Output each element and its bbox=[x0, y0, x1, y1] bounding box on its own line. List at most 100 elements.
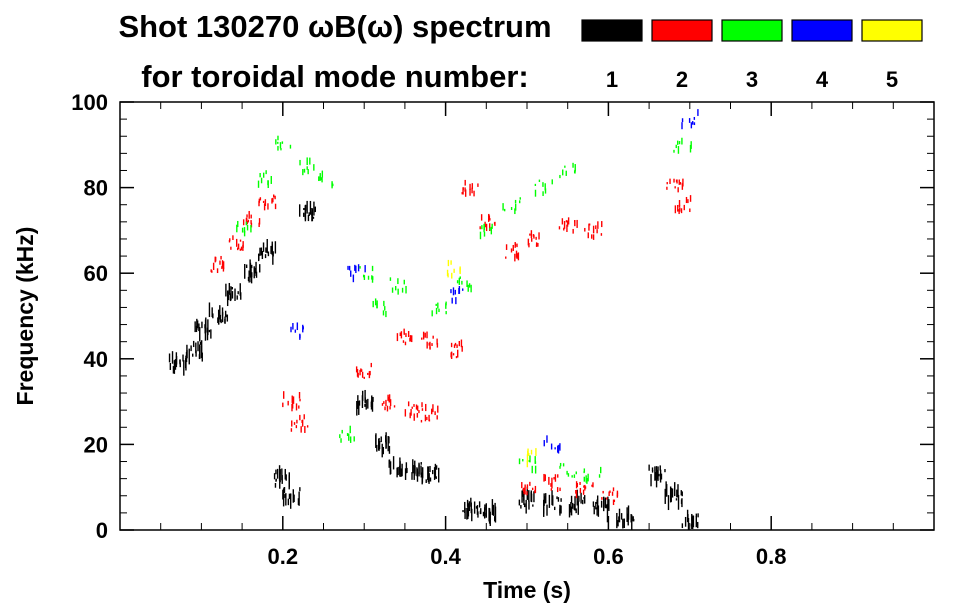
mode-1-mark bbox=[518, 486, 535, 514]
mode-1-mark bbox=[244, 259, 261, 284]
legend-swatch-1 bbox=[581, 19, 643, 42]
mode-1-mark bbox=[375, 432, 391, 458]
legend-swatch-4 bbox=[791, 19, 853, 42]
mode-2-mark bbox=[450, 339, 463, 359]
mode-2-mark bbox=[282, 391, 301, 412]
mode-1-mark bbox=[168, 351, 187, 376]
mode-2-mark bbox=[666, 178, 684, 193]
mode-2-mark bbox=[421, 331, 439, 350]
mode-1-mark bbox=[185, 340, 203, 365]
mode-1-mark bbox=[273, 465, 290, 490]
mode-1-mark bbox=[388, 456, 408, 478]
legend-swatch-3 bbox=[721, 19, 783, 42]
mode-1-mark bbox=[194, 317, 212, 342]
mode-1-mark bbox=[208, 302, 229, 325]
mode-2-mark bbox=[527, 230, 540, 248]
mode-3-mark bbox=[299, 157, 315, 176]
mode-1-mark bbox=[421, 463, 440, 485]
mode-3-mark bbox=[372, 298, 387, 318]
legend-label-4: 4 bbox=[816, 67, 829, 92]
mode-2-mark bbox=[505, 242, 520, 262]
mode-2-mark bbox=[558, 217, 578, 234]
legend-swatch-2 bbox=[651, 19, 713, 42]
mode-3-mark bbox=[479, 223, 493, 240]
spectrum-marks bbox=[168, 109, 699, 531]
mode-3-mark bbox=[518, 455, 537, 474]
mode-2-mark bbox=[601, 487, 619, 506]
mode-4-mark bbox=[347, 264, 366, 283]
mode-3-mark bbox=[456, 276, 472, 293]
mode-3-mark bbox=[431, 301, 447, 317]
mode-1-mark bbox=[592, 495, 610, 523]
y-tick-label: 80 bbox=[84, 176, 108, 201]
x-tick-label: 0.4 bbox=[430, 544, 461, 569]
mode-2-mark bbox=[461, 179, 479, 197]
mode-1-mark bbox=[298, 200, 317, 222]
mode-4-mark bbox=[543, 435, 561, 454]
legend-label-3: 3 bbox=[746, 67, 758, 92]
mode-2-mark bbox=[404, 401, 423, 421]
mode-4-mark bbox=[290, 322, 304, 340]
mode-2-mark bbox=[290, 414, 309, 433]
axes: 0 20 40 60 80 100 0.2 0.4 0.6 0.8 bbox=[71, 90, 934, 569]
mode-1-mark bbox=[225, 282, 242, 307]
mode-2-mark bbox=[575, 481, 594, 499]
mode-2-mark bbox=[420, 403, 439, 423]
mode-3-mark bbox=[559, 162, 576, 179]
mode-1-mark bbox=[404, 459, 424, 482]
chart-title-line2: for toroidal mode number: bbox=[141, 59, 529, 94]
mode-1-mark bbox=[356, 389, 374, 416]
mode-1-mark bbox=[282, 487, 301, 509]
mode-3-mark bbox=[359, 265, 374, 283]
mode-2-mark bbox=[242, 210, 261, 228]
y-tick-label: 60 bbox=[84, 261, 108, 286]
mode-1-mark bbox=[681, 509, 699, 530]
x-axis-label: Time (s) bbox=[483, 577, 571, 603]
mode-3-mark bbox=[275, 135, 292, 151]
mode-1-mark bbox=[543, 490, 562, 517]
mode-2-mark bbox=[479, 213, 496, 232]
mode-2-mark bbox=[228, 235, 244, 251]
y-tick-label: 40 bbox=[84, 347, 108, 372]
mode-3-mark bbox=[236, 220, 252, 237]
chart-title-line1: Shot 130270 ωB(ω) spectrum bbox=[118, 9, 551, 44]
mode-4-mark bbox=[450, 286, 464, 305]
mode-2-mark bbox=[543, 473, 561, 493]
y-tick-label: 100 bbox=[71, 90, 108, 115]
mode-1-mark bbox=[664, 481, 683, 511]
x-tick-label: 0.2 bbox=[268, 544, 299, 569]
mode-2-mark bbox=[396, 328, 413, 346]
legend-label-2: 2 bbox=[676, 67, 688, 92]
mode-2-mark bbox=[355, 362, 372, 379]
mode-1-mark bbox=[648, 464, 666, 488]
mode-3-mark bbox=[389, 277, 407, 295]
mode-3-mark bbox=[257, 170, 272, 189]
mode-3-mark bbox=[534, 179, 553, 197]
mode-3-mark bbox=[502, 197, 521, 215]
mode-3-mark bbox=[583, 466, 602, 484]
mode-1-mark bbox=[568, 489, 586, 518]
legend-label-1: 1 bbox=[606, 67, 618, 92]
mode-3-mark bbox=[339, 425, 355, 443]
mode-3-mark bbox=[559, 462, 577, 478]
x-tick-label: 0.6 bbox=[593, 544, 624, 569]
mode-2-mark bbox=[521, 481, 537, 496]
mode-3-mark bbox=[673, 137, 692, 154]
mode-1-mark bbox=[462, 497, 481, 522]
mode-5-mark bbox=[446, 259, 461, 279]
mode-2-mark bbox=[584, 221, 603, 240]
legend: 1 2 3 4 5 bbox=[581, 19, 923, 92]
mode-4-mark bbox=[681, 109, 699, 130]
legend-label-5: 5 bbox=[886, 67, 898, 92]
mode-1-mark bbox=[479, 499, 497, 526]
y-axis-label: Frequency (kHz) bbox=[12, 227, 38, 406]
mode-1-mark bbox=[257, 239, 277, 265]
legend-swatch-5 bbox=[861, 19, 923, 42]
x-tick-label: 0.8 bbox=[756, 544, 787, 569]
y-tick-label: 0 bbox=[96, 518, 108, 543]
mode-5-mark bbox=[526, 448, 537, 468]
y-tick-label: 20 bbox=[84, 432, 108, 457]
mode-2-mark bbox=[674, 195, 692, 215]
mode-2-mark bbox=[381, 394, 396, 412]
